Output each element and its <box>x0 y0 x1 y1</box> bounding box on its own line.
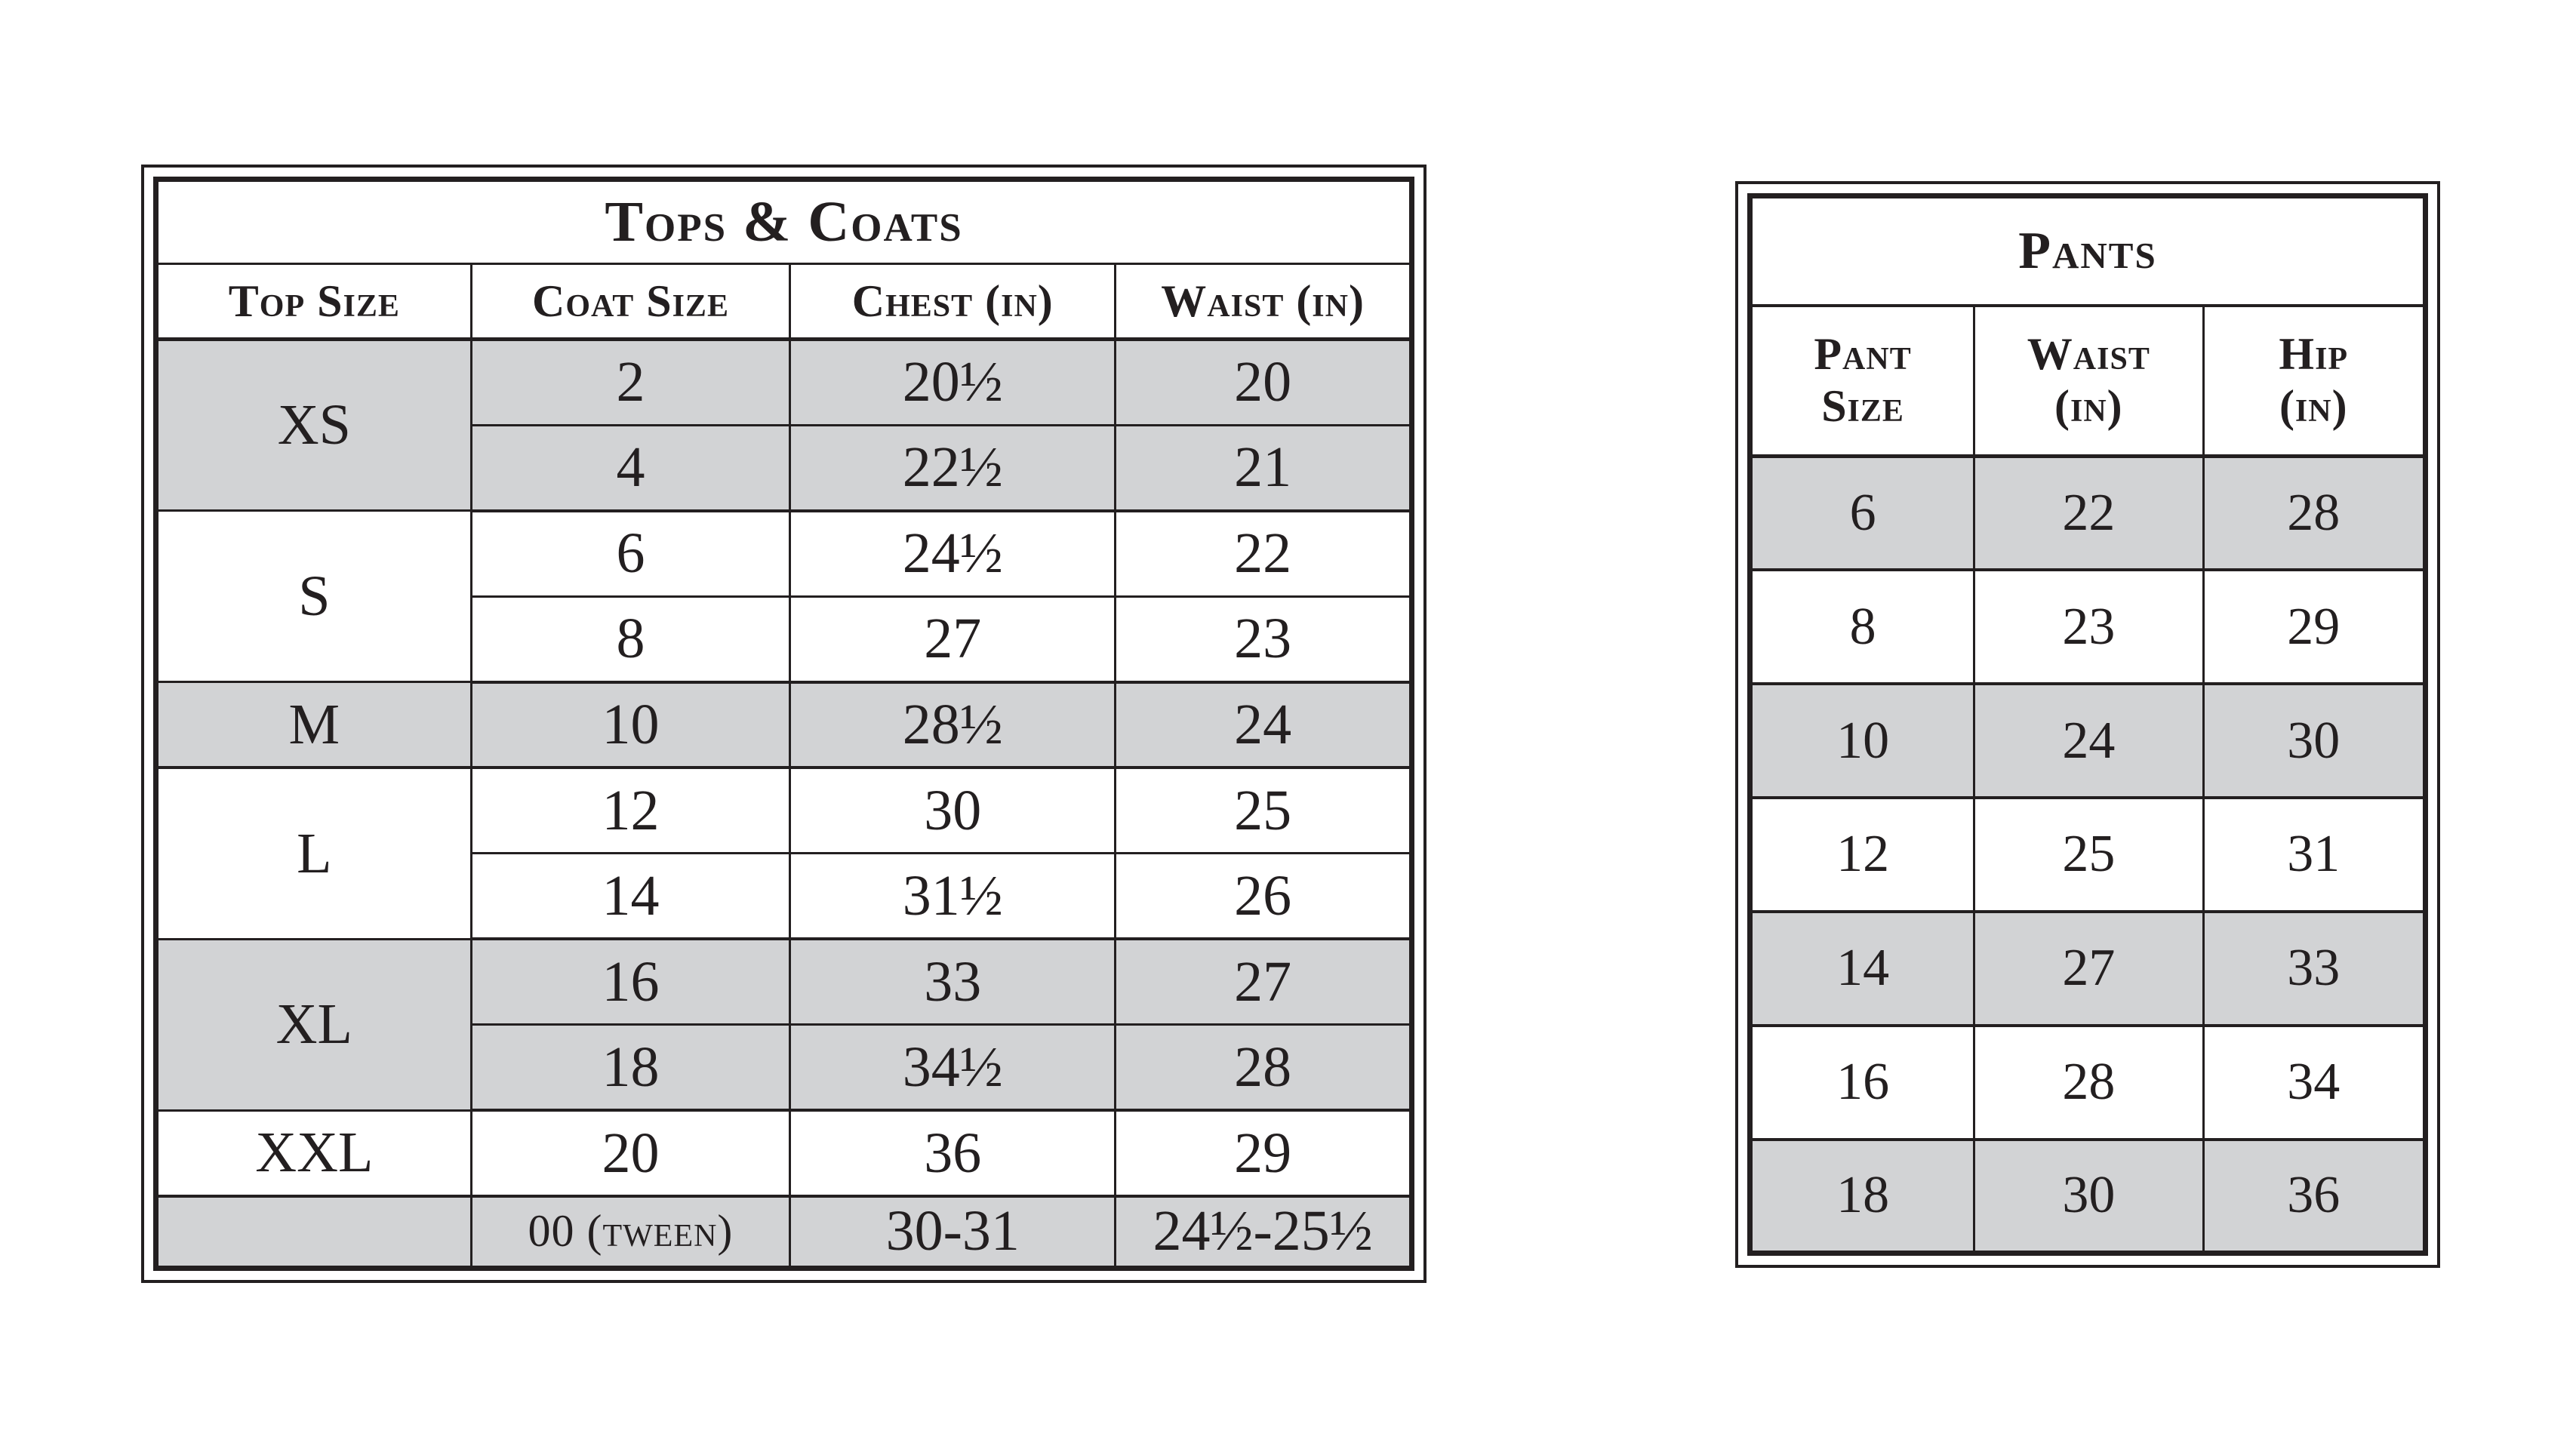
coat-size-cell: 2 <box>469 338 792 426</box>
waist-cell: 24 <box>1973 682 2205 800</box>
waist-cell: 28 <box>1973 1024 2205 1141</box>
chest-cell: 30 <box>789 766 1117 854</box>
col-header-coat-size: Coat Size <box>469 263 792 341</box>
waist-cell: 22 <box>1114 509 1413 598</box>
table-row: L 12 30 25 <box>155 766 1413 940</box>
top-size-cell: S <box>155 509 472 683</box>
table-row: Tops & Coats <box>155 178 1413 265</box>
pant-size-cell: 16 <box>1748 1024 1976 1141</box>
chest-cell: 22½ <box>789 423 1117 512</box>
chest-cell: 28½ <box>789 681 1117 770</box>
col-header-chest-in: Chest (in) <box>789 263 1117 341</box>
coat-size-cell: 10 <box>469 681 792 770</box>
waist-cell: 22 <box>1973 455 2205 572</box>
top-size-cell: L <box>155 766 472 940</box>
table-row: 16 28 34 <box>1748 1024 2427 1141</box>
table-row: 10 24 30 <box>1748 682 2427 800</box>
coat-size-cell: 14 <box>469 852 792 941</box>
table-row: M 10 28½ 24 <box>155 681 1413 770</box>
hip-cell: 33 <box>2202 910 2427 1027</box>
table-row: 18 30 36 <box>1748 1138 2427 1255</box>
chest-cell: 34½ <box>789 1023 1117 1112</box>
table-row: Pant Size Waist (in) Hip (in) <box>1748 304 2427 458</box>
top-size-cell: M <box>155 681 472 770</box>
col-header-hip-in: Hip (in) <box>2202 304 2427 458</box>
col-header-waist-in: Waist (in) <box>1973 304 2205 458</box>
waist-cell: 24 <box>1114 681 1413 770</box>
chest-cell: 27 <box>789 595 1117 684</box>
pants-title: Pants <box>1749 195 2427 307</box>
top-size-cell: XS <box>155 337 472 512</box>
table-row: S 6 24½ 22 <box>155 509 1413 683</box>
table-row: 00 (tween) 30-31 24½-25½ <box>155 1195 1413 1269</box>
table-row: 14 27 33 <box>1748 910 2427 1027</box>
waist-cell: 30 <box>1973 1138 2205 1255</box>
waist-cell: 25 <box>1973 796 2205 913</box>
waist-cell: 29 <box>1114 1109 1413 1198</box>
col-header-waist-in: Waist (in) <box>1114 263 1413 341</box>
top-size-cell: XXL <box>155 1109 472 1198</box>
waist-cell: 27 <box>1114 937 1413 1026</box>
pants-panel: Pants Pant Size Waist (in) Hip (in) 6 22… <box>1735 181 2440 1268</box>
table-row: XXL 20 36 29 <box>155 1109 1413 1198</box>
chest-cell: 31½ <box>789 852 1117 941</box>
coat-size-cell: 18 <box>469 1023 792 1112</box>
chest-cell: 20½ <box>789 338 1117 426</box>
pant-size-cell: 18 <box>1748 1138 1976 1255</box>
pant-size-cell: 10 <box>1748 682 1976 800</box>
waist-cell: 20 <box>1114 338 1413 426</box>
table-row: 4 22½ 21 <box>156 423 1413 512</box>
coat-size-cell: 6 <box>469 509 792 598</box>
chest-cell: 24½ <box>789 509 1117 598</box>
col-header-top-size: Top Size <box>155 263 472 341</box>
waist-cell: 21 <box>1114 423 1413 512</box>
pant-size-cell: 12 <box>1748 796 1976 913</box>
tops-coats-title: Tops & Coats <box>155 178 1413 265</box>
table-row: XS 2 20½ 20 <box>155 337 1413 512</box>
waist-cell: 23 <box>1973 568 2205 686</box>
coat-size-cell: 00 (tween) <box>469 1195 792 1269</box>
tops-coats-table: Tops & Coats Top Size Coat Size Chest (i… <box>153 177 1414 1271</box>
pant-size-cell: 8 <box>1748 568 1976 686</box>
top-size-cell <box>155 1195 472 1269</box>
coat-size-cell: 16 <box>469 937 792 1026</box>
coat-size-cell: 8 <box>469 595 792 684</box>
table-row: 14 31½ 26 <box>156 852 1413 941</box>
pant-size-cell: 14 <box>1748 910 1976 1027</box>
waist-cell: 23 <box>1114 595 1413 684</box>
table-row: Pants <box>1749 195 2427 307</box>
waist-cell: 25 <box>1114 766 1413 854</box>
waist-cell: 24½-25½ <box>1114 1195 1413 1269</box>
waist-cell: 26 <box>1114 852 1413 941</box>
table-row: 6 22 28 <box>1748 455 2427 572</box>
coat-size-cell: 20 <box>469 1109 792 1198</box>
hip-cell: 30 <box>2202 682 2427 800</box>
hip-cell: 36 <box>2202 1138 2427 1255</box>
table-row: 18 34½ 28 <box>156 1023 1413 1112</box>
hip-cell: 34 <box>2202 1024 2427 1141</box>
table-row: Top Size Coat Size Chest (in) Waist (in) <box>155 263 1413 341</box>
top-size-cell: XL <box>155 937 472 1112</box>
waist-cell: 27 <box>1973 910 2205 1027</box>
coat-size-cell: 12 <box>469 766 792 854</box>
chest-cell: 36 <box>789 1109 1117 1198</box>
table-row: 8 23 29 <box>1748 568 2427 686</box>
hip-cell: 29 <box>2202 568 2427 686</box>
table-row: XL 16 33 27 <box>155 937 1413 1112</box>
table-row: 8 27 23 <box>156 595 1413 684</box>
chest-cell: 33 <box>789 937 1117 1026</box>
table-row: 12 25 31 <box>1748 796 2427 913</box>
waist-cell: 28 <box>1114 1023 1413 1112</box>
pant-size-cell: 6 <box>1748 455 1976 572</box>
coat-size-cell: 4 <box>469 423 792 512</box>
col-header-pant-size: Pant Size <box>1748 304 1976 458</box>
hip-cell: 31 <box>2202 796 2427 913</box>
tops-coats-panel: Tops & Coats Top Size Coat Size Chest (i… <box>141 165 1426 1283</box>
chest-cell: 30-31 <box>789 1195 1117 1269</box>
hip-cell: 28 <box>2202 455 2427 572</box>
pants-table: Pants Pant Size Waist (in) Hip (in) 6 22… <box>1747 193 2428 1256</box>
